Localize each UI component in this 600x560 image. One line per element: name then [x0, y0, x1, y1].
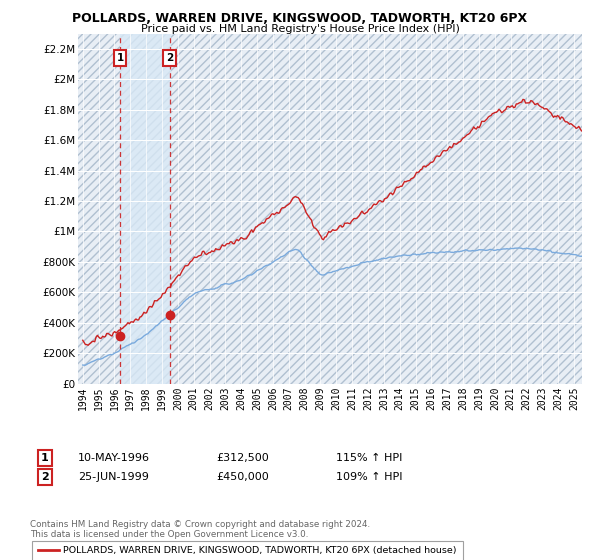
Text: 2: 2: [41, 472, 49, 482]
Text: £450,000: £450,000: [216, 472, 269, 482]
Text: 25-JUN-1999: 25-JUN-1999: [78, 472, 149, 482]
Text: Price paid vs. HM Land Registry's House Price Index (HPI): Price paid vs. HM Land Registry's House …: [140, 24, 460, 34]
Text: 1: 1: [41, 453, 49, 463]
Text: 109% ↑ HPI: 109% ↑ HPI: [336, 472, 403, 482]
Text: 2: 2: [166, 53, 173, 63]
Text: 1: 1: [116, 53, 124, 63]
Text: 10-MAY-1996: 10-MAY-1996: [78, 453, 150, 463]
Bar: [120, 34, 170, 384]
Text: £312,500: £312,500: [216, 453, 269, 463]
Text: Contains HM Land Registry data © Crown copyright and database right 2024.
This d: Contains HM Land Registry data © Crown c…: [30, 520, 370, 539]
Text: 115% ↑ HPI: 115% ↑ HPI: [336, 453, 403, 463]
Legend: POLLARDS, WARREN DRIVE, KINGSWOOD, TADWORTH, KT20 6PX (detached house), HPI: Ave: POLLARDS, WARREN DRIVE, KINGSWOOD, TADWO…: [32, 541, 463, 560]
Text: POLLARDS, WARREN DRIVE, KINGSWOOD, TADWORTH, KT20 6PX: POLLARDS, WARREN DRIVE, KINGSWOOD, TADWO…: [73, 12, 527, 25]
